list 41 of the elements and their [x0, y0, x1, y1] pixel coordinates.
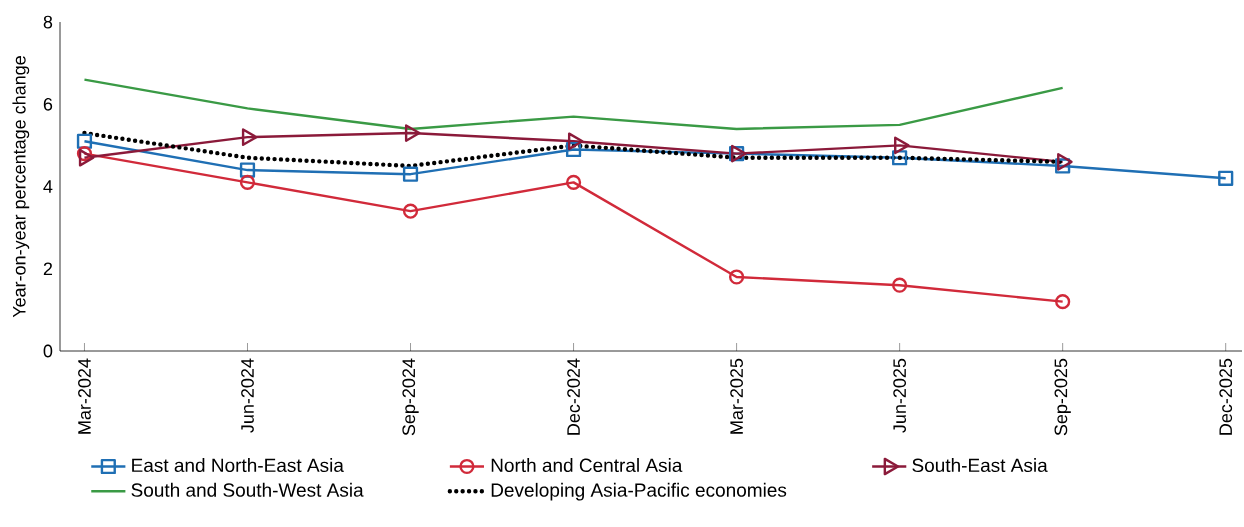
legend-label: East and North-East Asia	[132, 458, 344, 473]
point	[1218, 170, 1234, 186]
legend-label: South-East Asia	[912, 458, 1048, 473]
y-tick-label: 2	[43, 262, 53, 276]
legend-label: Developing Asia-Pacific economies	[491, 482, 787, 501]
y-tick-label: 6	[43, 97, 53, 111]
point	[894, 136, 910, 155]
point	[565, 141, 582, 158]
x-tick-label: Sep-2025	[1054, 358, 1071, 436]
point	[567, 132, 584, 151]
point	[241, 128, 258, 146]
point	[239, 174, 256, 190]
x-tick-label: Jun-2024	[241, 358, 254, 433]
point	[76, 133, 93, 149]
point	[402, 203, 419, 219]
point	[404, 124, 421, 142]
point	[402, 166, 419, 182]
line-series	[82, 130, 1065, 169]
y-tick-label: 4	[43, 180, 53, 193]
point	[239, 162, 256, 178]
x-tick-label: Mar-2024	[78, 358, 91, 434]
x-tick-label: Dec-2025	[1219, 358, 1233, 435]
line-series	[83, 78, 1064, 131]
x-tick-label: Mar-2025	[730, 358, 743, 434]
point	[728, 269, 745, 285]
x-tick-label: Jun-2025	[893, 358, 907, 433]
y-tick-label: 0	[43, 344, 53, 358]
point	[565, 174, 582, 190]
y-axis-title: Year-on-year percentage change	[12, 56, 30, 318]
point	[1055, 158, 1071, 174]
point	[1057, 153, 1073, 171]
point	[78, 148, 95, 167]
x-tick-label: Sep-2024	[402, 358, 419, 436]
point	[1055, 294, 1071, 310]
point	[892, 150, 908, 166]
x-tick-label: Dec-2024	[567, 358, 580, 435]
point	[76, 146, 93, 162]
point	[892, 277, 908, 293]
legend-label: North and Central Asia	[491, 458, 683, 473]
legend-label: South and South-West Asia	[131, 482, 364, 497]
y-tick-label: 8	[43, 15, 53, 29]
